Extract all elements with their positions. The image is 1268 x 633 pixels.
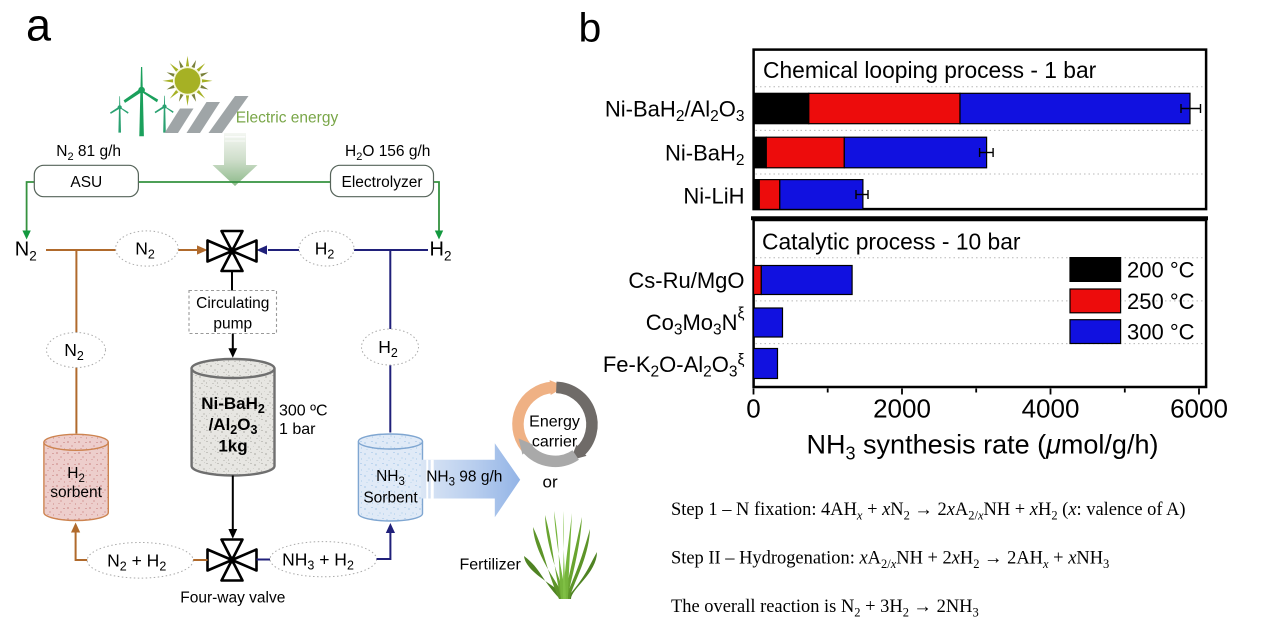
- svg-text:or: or: [543, 473, 558, 492]
- svg-text:pump: pump: [213, 316, 252, 333]
- svg-text:Co3Mo3Nξ: Co3Mo3Nξ: [646, 305, 745, 339]
- svg-text:6000: 6000: [1170, 394, 1228, 424]
- svg-text:Electric energy: Electric energy: [236, 110, 339, 127]
- svg-text:H2: H2: [430, 238, 452, 263]
- svg-text:Four-way valve: Four-way valve: [180, 590, 285, 607]
- svg-text:Ni-LiH: Ni-LiH: [683, 184, 744, 209]
- svg-text:Step 1 – N fixation: 4AHx + xN: Step 1 – N fixation: 4AHx + xN2 → 2xA2/x…: [671, 499, 1186, 523]
- svg-text:N2 + H2: N2 + H2: [107, 551, 166, 574]
- svg-text:NH3: NH3: [376, 468, 405, 488]
- svg-text:NH3 + H2: NH3 + H2: [282, 550, 354, 573]
- svg-text:250 °C: 250 °C: [1127, 289, 1195, 314]
- svg-text:4000: 4000: [1022, 394, 1080, 424]
- svg-text:sorbent: sorbent: [50, 484, 102, 501]
- svg-text:Step II – Hydrogenation: xA2/x: Step II – Hydrogenation: xA2/xNH + 2xH2 …: [671, 548, 1109, 572]
- svg-text:The overall reaction is N2 + 3: The overall reaction is N2 + 3H2 → 2NH3: [671, 596, 979, 620]
- svg-text:ASU: ASU: [70, 174, 102, 191]
- svg-text:Sorbent: Sorbent: [363, 490, 418, 507]
- svg-text:2000: 2000: [873, 394, 931, 424]
- svg-text:Fe-K2O-Al2O3ξ: Fe-K2O-Al2O3ξ: [603, 352, 745, 381]
- svg-text:300 ºC: 300 ºC: [279, 403, 328, 420]
- svg-text:Circulating: Circulating: [196, 295, 269, 312]
- svg-text:Electrolyzer: Electrolyzer: [342, 174, 423, 191]
- svg-text:N2 81 g/h: N2 81 g/h: [56, 143, 121, 163]
- svg-text:NH3 98 g/h: NH3 98 g/h: [426, 469, 502, 489]
- svg-text:Catalytic process - 10 bar: Catalytic process - 10 bar: [762, 229, 1021, 255]
- svg-text:1kg: 1kg: [218, 437, 247, 456]
- svg-text:NH3 synthesis rate (μmol/g/h): NH3 synthesis rate (μmol/g/h): [807, 430, 1159, 464]
- svg-text:Fertilizer: Fertilizer: [460, 557, 522, 574]
- svg-text:/Al2O3: /Al2O3: [209, 415, 258, 437]
- svg-text:300 °C: 300 °C: [1127, 320, 1195, 345]
- svg-text:N2: N2: [15, 238, 37, 263]
- svg-text:Cs-Ru/MgO: Cs-Ru/MgO: [628, 268, 744, 293]
- svg-text:Ni-BaH2: Ni-BaH2: [665, 141, 745, 170]
- svg-text:200 °C: 200 °C: [1127, 258, 1195, 283]
- svg-text:Energy: Energy: [529, 414, 580, 431]
- svg-text:0: 0: [746, 394, 760, 424]
- svg-text:a: a: [26, 0, 52, 51]
- svg-text:Ni-BaH2/Al2O3: Ni-BaH2/Al2O3: [605, 97, 745, 126]
- svg-text:H2O 156 g/h: H2O 156 g/h: [345, 143, 430, 163]
- svg-text:Ni-BaH2: Ni-BaH2: [201, 394, 265, 416]
- svg-text:b: b: [579, 5, 602, 51]
- svg-text:Chemical looping process - 1 b: Chemical looping process - 1 bar: [763, 57, 1097, 83]
- svg-text:1 bar: 1 bar: [279, 421, 316, 438]
- svg-text:carrier: carrier: [532, 434, 578, 451]
